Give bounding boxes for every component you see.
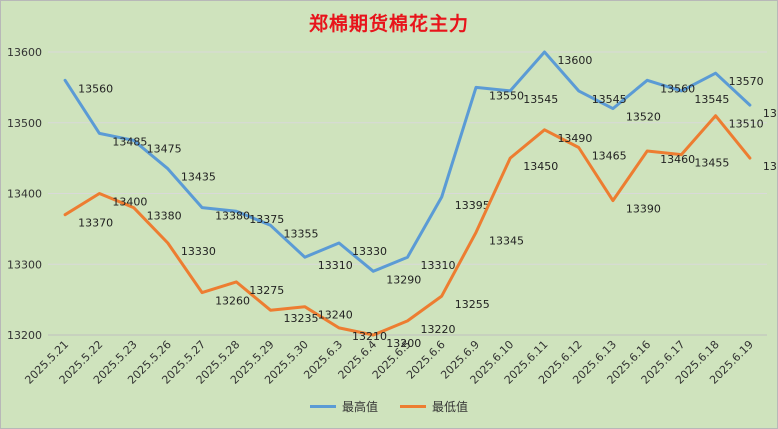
data-label: 13455 xyxy=(694,157,729,170)
data-label: 13560 xyxy=(660,82,695,95)
data-label: 13600 xyxy=(557,54,592,67)
series-line-low xyxy=(63,114,752,337)
data-label: 13490 xyxy=(557,132,592,145)
data-label: 13220 xyxy=(421,323,456,336)
data-label: 13370 xyxy=(78,217,113,230)
data-label: 13345 xyxy=(489,234,524,247)
data-label: 13485 xyxy=(112,135,147,148)
data-label: 13510 xyxy=(729,118,764,131)
data-label: 13550 xyxy=(489,89,524,102)
data-label: 13260 xyxy=(215,295,250,308)
data-label: 13310 xyxy=(421,259,456,272)
y-tick-label: 13200 xyxy=(7,329,42,342)
data-label: 13525 xyxy=(763,107,777,120)
data-label: 13560 xyxy=(78,82,113,95)
data-label: 13465 xyxy=(592,150,627,163)
data-label: 13400 xyxy=(112,196,147,209)
data-label: 13570 xyxy=(729,75,764,88)
chart-title: 郑棉期货棉花主力 xyxy=(308,13,469,35)
data-label: 13390 xyxy=(626,203,661,216)
data-label: 13375 xyxy=(249,213,284,226)
data-label: 13210 xyxy=(352,330,387,343)
data-label: 13240 xyxy=(318,309,353,322)
data-label: 13450 xyxy=(763,160,777,173)
data-label: 13460 xyxy=(660,153,695,166)
data-label: 13435 xyxy=(181,171,216,184)
series-line-high xyxy=(63,50,752,273)
data-label: 13380 xyxy=(147,210,182,223)
chart-legend: 最高值 最低值 xyxy=(1,398,777,415)
data-label: 13395 xyxy=(455,199,490,212)
legend-label-low: 最低值 xyxy=(432,400,469,414)
data-label: 13290 xyxy=(386,273,421,286)
y-tick-label: 13400 xyxy=(7,188,42,201)
data-label: 13380 xyxy=(215,210,250,223)
legend-item-low: 最低值 xyxy=(400,398,468,415)
data-label: 13355 xyxy=(284,227,319,240)
data-label: 13545 xyxy=(523,93,558,106)
legend-item-high: 最高值 xyxy=(309,398,378,415)
data-label: 13330 xyxy=(352,245,387,258)
data-label: 13255 xyxy=(455,298,490,311)
legend-swatch-low xyxy=(400,405,426,408)
y-tick-label: 13300 xyxy=(7,258,42,271)
data-label: 13450 xyxy=(523,160,558,173)
data-label: 13520 xyxy=(626,111,661,124)
data-label: 13200 xyxy=(386,337,421,350)
data-label: 13545 xyxy=(694,93,729,106)
y-tick-label: 13600 xyxy=(7,46,42,59)
data-label: 13545 xyxy=(592,93,627,106)
data-label: 13310 xyxy=(318,259,353,272)
legend-label-high: 最高值 xyxy=(341,400,378,414)
data-label: 13475 xyxy=(147,142,182,155)
data-label: 13330 xyxy=(181,245,216,258)
data-label: 13235 xyxy=(284,312,319,325)
data-label: 13275 xyxy=(249,284,284,297)
y-tick-label: 13500 xyxy=(7,117,42,130)
legend-swatch-high xyxy=(309,405,336,408)
